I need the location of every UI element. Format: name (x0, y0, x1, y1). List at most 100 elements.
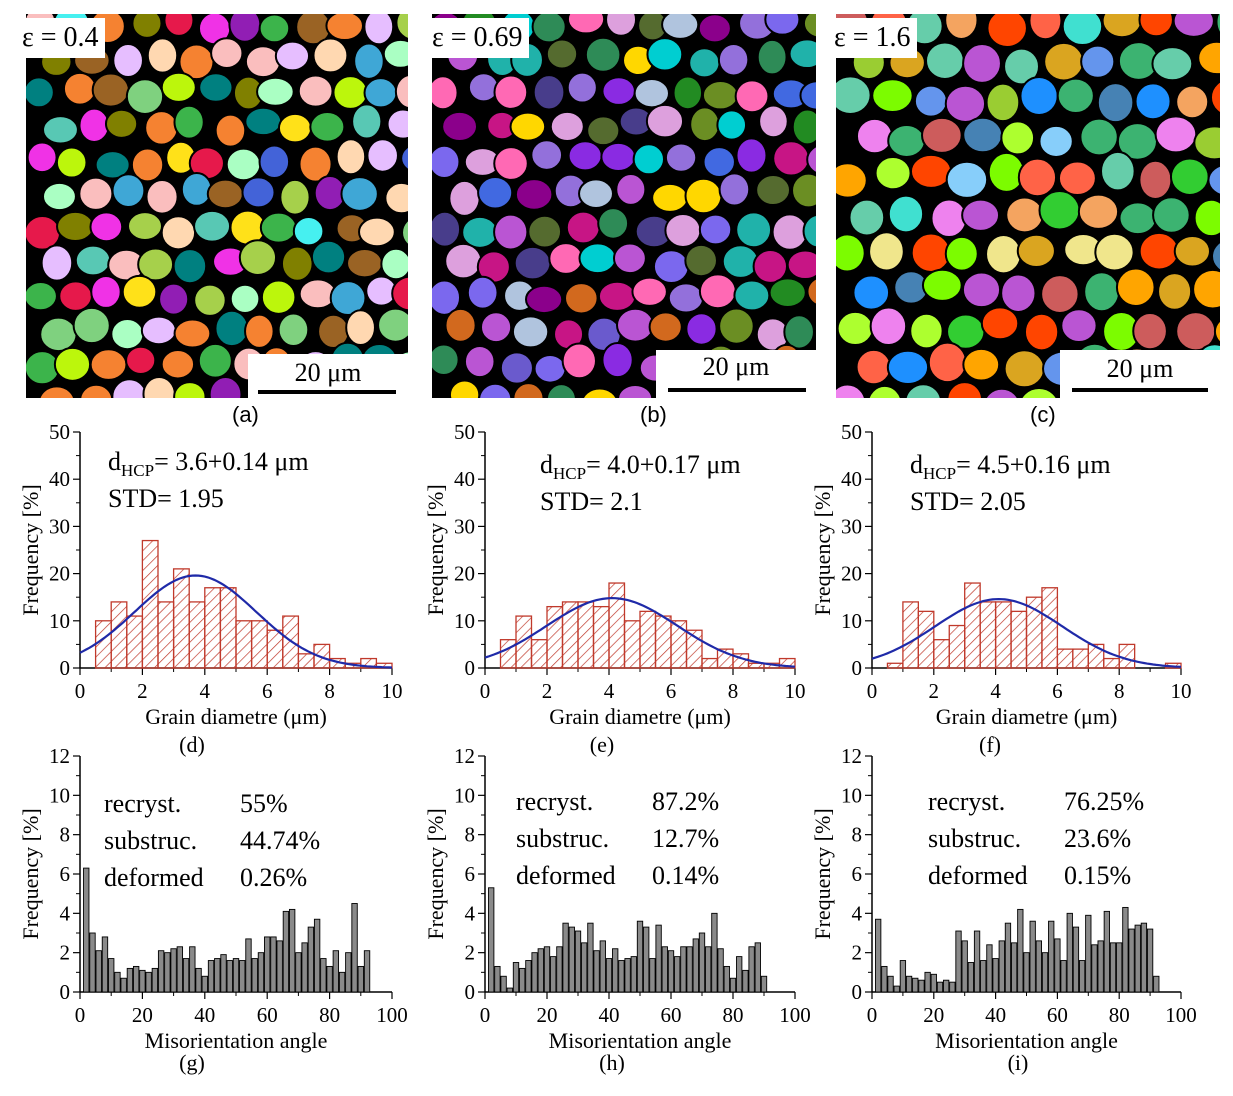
histogram-bar (654, 615, 672, 669)
grain (632, 143, 666, 176)
grain (921, 268, 963, 302)
grain (1077, 193, 1120, 230)
misorientation-bar (881, 965, 888, 993)
x-tick-label: 6 (262, 679, 273, 703)
grain (601, 341, 634, 379)
y-tick-label: 4 (852, 901, 863, 925)
grain (160, 71, 197, 103)
y-tick-label: 30 (454, 514, 475, 538)
grain (1175, 84, 1210, 120)
y-tick-label: 40 (841, 467, 862, 491)
stat-label: substruc. (104, 826, 197, 855)
misorientation-bar (955, 930, 962, 993)
misorientation-bar (226, 960, 233, 993)
histogram-bar (188, 601, 206, 669)
histogram-bar (948, 624, 966, 669)
mean-diameter-annotation: dHCP= 4.0+0.17 μm (540, 450, 741, 483)
x-tick-label: 4 (200, 679, 211, 703)
stat-label: recryst. (928, 787, 1005, 816)
misorientation-bar (239, 960, 246, 993)
grain (921, 116, 963, 154)
grain (1192, 268, 1220, 310)
grain (1038, 124, 1074, 158)
grain (89, 211, 124, 243)
x-axis-label: Grain diametre (μm) (145, 704, 327, 729)
grain (41, 181, 77, 212)
y-tick-label: 8 (852, 823, 863, 847)
annotation-value: = 4.5+0.16 μm (956, 450, 1111, 479)
misorientation-bar (363, 950, 371, 993)
misorientation-bar (930, 973, 937, 993)
grain (887, 194, 925, 234)
x-tick-label: 80 (1109, 1003, 1130, 1027)
misorientation-bar (581, 942, 588, 993)
grain (214, 113, 247, 148)
histogram-bar (933, 639, 950, 669)
misorientation-bar (519, 967, 526, 993)
misorientation-bar (1041, 952, 1049, 993)
scale-box-c: 20 μm (1060, 350, 1220, 398)
histogram-bar (1087, 643, 1105, 669)
grain (309, 111, 346, 143)
grain (432, 75, 459, 111)
scale-box-b: 20 μm (656, 350, 816, 398)
misorientation-bar (1153, 975, 1160, 993)
ebsd-map-a (26, 14, 408, 398)
y-tick-label: 12 (454, 744, 475, 768)
y-tick-label: 12 (49, 744, 70, 768)
grain (1151, 46, 1194, 82)
misorientation-bar (875, 918, 882, 993)
grain (718, 172, 751, 207)
grain (42, 115, 79, 145)
y-tick-label: 50 (841, 420, 862, 444)
normal-fit-curve (871, 597, 1182, 668)
normal-fit-curve (484, 596, 796, 668)
misorientation-bar (748, 946, 755, 993)
histogram-bar (1025, 596, 1043, 669)
y-tick-label: 10 (454, 783, 475, 807)
misorientation-bar (488, 887, 495, 993)
grain (786, 249, 816, 281)
grain (531, 14, 567, 44)
grain (764, 14, 801, 36)
histogram-bar (499, 639, 517, 669)
grain (698, 213, 733, 246)
histogram-bar (126, 615, 144, 669)
grain (1003, 47, 1040, 86)
x-tick-label: 8 (1114, 679, 1125, 703)
misorientation-bar (525, 960, 532, 993)
mean-diameter-annotation: dHCP= 3.6+0.14 μm (108, 447, 309, 480)
grain (1040, 274, 1080, 315)
misorientation-bar (649, 958, 656, 993)
misorientation-bar (1103, 910, 1110, 993)
x-axis-label: Misorientation angle (935, 1028, 1118, 1053)
grain (986, 14, 1028, 49)
misorientation-bar (1004, 922, 1012, 993)
histogram-bar (172, 568, 190, 669)
x-tick-label: 2 (929, 679, 940, 703)
misorientation-bar (568, 926, 575, 993)
grain (130, 147, 165, 183)
grain (836, 75, 872, 115)
misorientation-bar (506, 987, 513, 993)
panel-label: (g) (179, 1050, 205, 1075)
grain (400, 145, 408, 172)
stat-value: 0.15% (1064, 861, 1131, 890)
misorientation-bar (182, 958, 190, 993)
misorientation-bar (189, 946, 196, 993)
histogram-bar (623, 620, 641, 669)
misorientation-bar (605, 958, 613, 993)
grain (755, 174, 792, 207)
misorientation-bar (905, 975, 913, 993)
y-tick-label: 6 (465, 862, 476, 886)
misorientation-bar (961, 940, 968, 993)
misorientation-bar (705, 946, 712, 993)
grain (962, 42, 1002, 84)
grain (532, 74, 566, 111)
grain (961, 271, 1002, 309)
histogram-bar (964, 582, 981, 669)
histogram-bar (994, 601, 1012, 669)
grain (633, 78, 670, 109)
misorientation-bar (562, 922, 569, 993)
x-tick-label: 2 (542, 679, 553, 703)
